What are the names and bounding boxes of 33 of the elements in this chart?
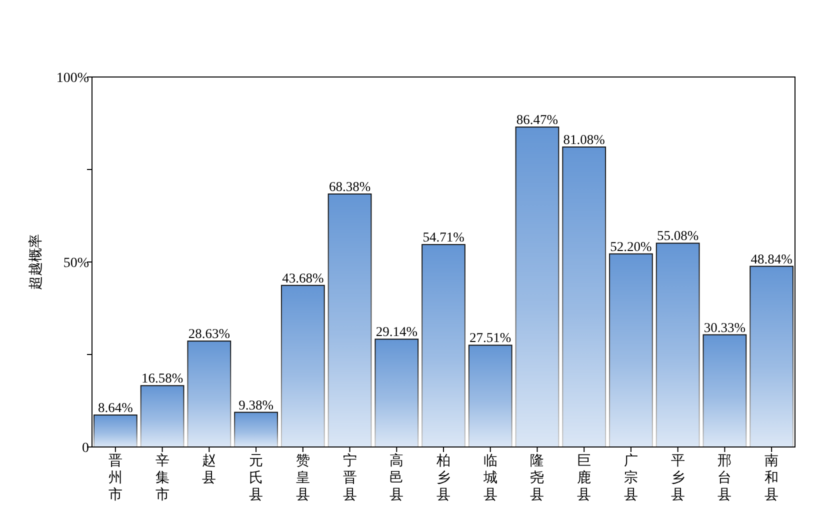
x-tick-label: 赞皇县 [296,453,310,503]
data-label: 30.33% [704,320,746,335]
x-tick-label: 赵县 [202,453,216,486]
data-label: 81.08% [563,132,605,148]
data-label: 16.58% [141,370,184,386]
data-label: 28.63% [188,326,230,342]
data-label: 43.68% [282,270,324,286]
x-tick-label: 元氏县 [249,454,264,503]
data-label: 8.64% [98,400,133,416]
y-tick-label: 50% [63,256,90,271]
x-tick-label: 宁晋县 [342,453,357,503]
data-label: 55.08% [657,228,699,244]
x-tick-label: 广宗县 [624,453,638,503]
y-tick-label: 100% [56,71,90,86]
x-tick-label: 巨鹿县 [577,454,592,503]
x-tick-label: 邢台县 [718,454,732,503]
x-tick-label: 高邑县 [390,453,404,503]
y-axis-title: 超越概率 [28,234,44,290]
x-tick-label: 柏乡县 [436,453,450,503]
x-tick-label: 辛集市 [155,453,170,503]
data-label: 29.14% [376,324,418,340]
x-tick-label: 晋州市 [108,453,122,503]
data-label: 52.20% [610,238,652,254]
x-tick-label: 平乡县 [670,454,685,503]
data-label: 48.84% [750,251,792,266]
x-tick-label: 南和县 [764,453,779,503]
x-tick-label: 临城县 [482,453,498,503]
x-tick-label: 隆尧县 [530,453,544,503]
data-label: 86.47% [516,112,558,128]
data-label: 27.51% [470,330,512,346]
data-label: 9.38% [238,397,274,412]
data-label: 54.71% [422,230,464,245]
data-label: 68.38% [328,178,371,194]
